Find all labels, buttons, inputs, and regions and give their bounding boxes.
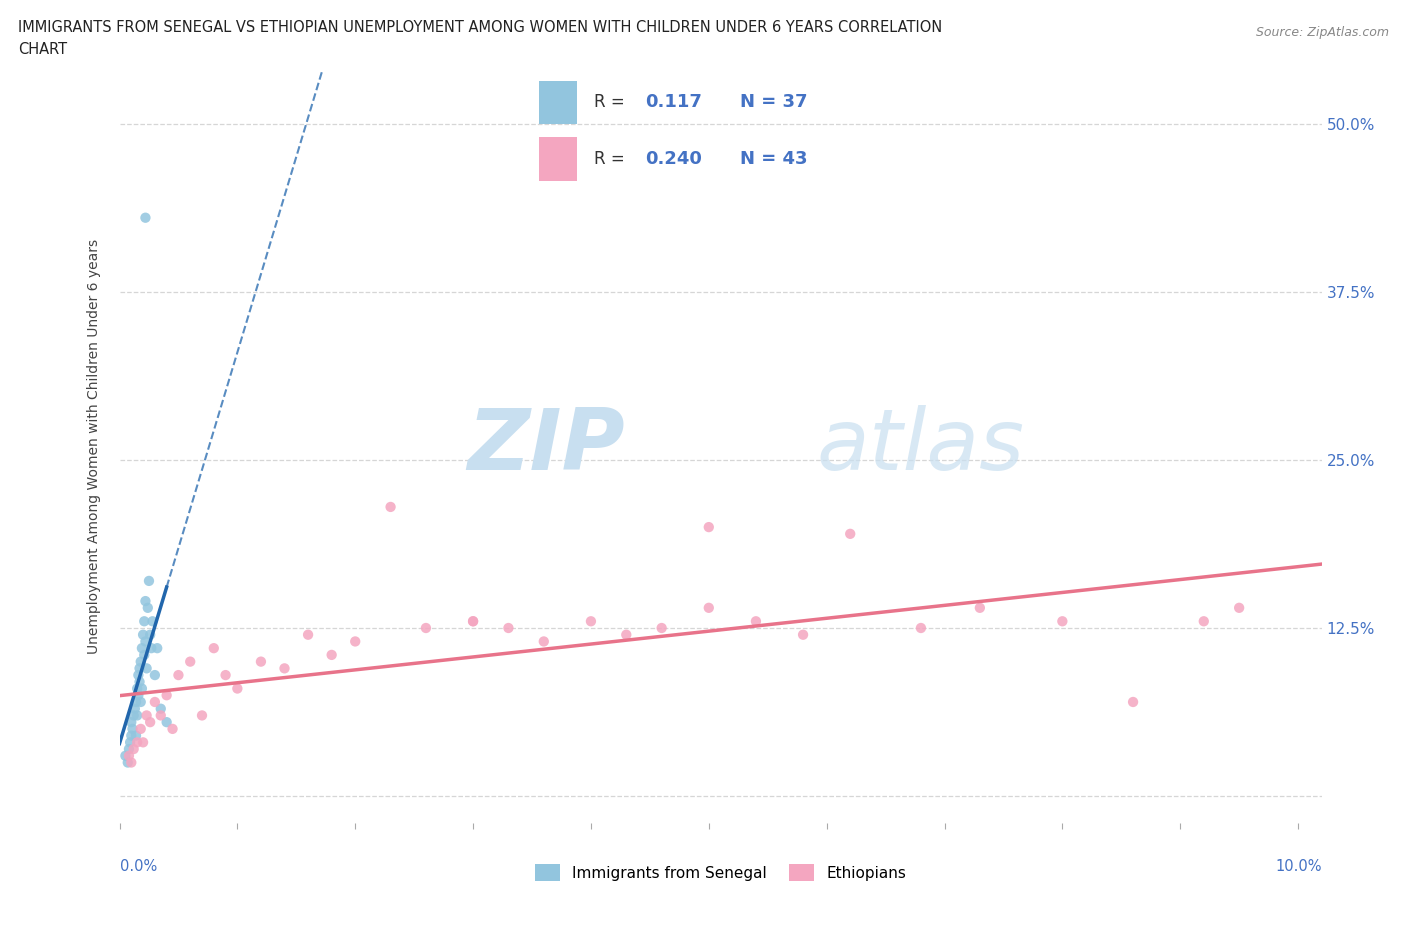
Point <box>143 668 166 683</box>
Text: Source: ZipAtlas.com: Source: ZipAtlas.com <box>1256 26 1389 39</box>
Point <box>380 499 402 514</box>
Point <box>969 601 991 616</box>
Point <box>120 715 142 730</box>
Point <box>120 728 142 743</box>
Point <box>321 647 343 662</box>
Point <box>1122 695 1144 710</box>
Point <box>122 741 145 756</box>
Point <box>143 695 166 710</box>
Point <box>136 601 159 616</box>
Point <box>128 674 150 689</box>
Point <box>344 634 367 649</box>
Point <box>132 628 155 643</box>
Point <box>533 634 555 649</box>
Point <box>114 749 136 764</box>
Point <box>134 614 156 629</box>
Point <box>127 668 149 683</box>
Text: N = 37: N = 37 <box>740 93 807 112</box>
Point <box>134 634 156 649</box>
Point <box>191 708 214 723</box>
Point <box>138 574 160 589</box>
Point <box>461 614 484 629</box>
Point <box>697 601 720 616</box>
Point <box>129 722 152 737</box>
Point <box>141 641 163 656</box>
Point <box>745 614 768 629</box>
Point <box>129 654 152 669</box>
Point <box>120 735 142 750</box>
Point <box>1052 614 1074 629</box>
Text: R =: R = <box>593 151 624 168</box>
Point <box>226 681 249 696</box>
Point <box>149 701 172 716</box>
Text: CHART: CHART <box>18 42 67 57</box>
Point <box>132 735 155 750</box>
Point <box>139 628 162 643</box>
Point <box>697 520 720 535</box>
Point <box>127 688 149 703</box>
Point <box>118 749 141 764</box>
Point <box>125 728 148 743</box>
Point <box>135 661 157 676</box>
Point <box>127 735 149 750</box>
Point <box>167 668 190 683</box>
Text: R =: R = <box>593 93 624 112</box>
Text: ZIP: ZIP <box>467 405 624 488</box>
Point <box>651 620 673 635</box>
Point <box>121 722 143 737</box>
Point <box>124 701 146 716</box>
Text: IMMIGRANTS FROM SENEGAL VS ETHIOPIAN UNEMPLOYMENT AMONG WOMEN WITH CHILDREN UNDE: IMMIGRANTS FROM SENEGAL VS ETHIOPIAN UNE… <box>18 20 942 35</box>
Point <box>162 722 184 737</box>
Point <box>579 614 602 629</box>
Point <box>141 614 163 629</box>
Point <box>118 741 141 756</box>
Point <box>614 628 637 643</box>
Point <box>273 661 295 676</box>
Point <box>156 715 179 730</box>
Point <box>122 708 145 723</box>
Point <box>250 654 273 669</box>
Text: 0.240: 0.240 <box>645 151 702 168</box>
Text: atlas: atlas <box>817 405 1025 488</box>
Point <box>134 647 156 662</box>
Point <box>156 688 179 703</box>
Point <box>139 715 162 730</box>
Point <box>214 668 236 683</box>
Point <box>134 210 156 225</box>
Legend: Immigrants from Senegal, Ethiopians: Immigrants from Senegal, Ethiopians <box>529 858 912 887</box>
Y-axis label: Unemployment Among Women with Children Under 6 years: Unemployment Among Women with Children U… <box>87 239 101 654</box>
Point <box>128 661 150 676</box>
Point <box>1192 614 1215 629</box>
Point <box>792 628 814 643</box>
Point <box>1227 601 1250 616</box>
Point <box>134 593 156 608</box>
Point <box>125 695 148 710</box>
Point <box>131 641 153 656</box>
Point <box>149 708 172 723</box>
Point <box>297 628 319 643</box>
Point <box>146 641 169 656</box>
Text: 0.117: 0.117 <box>645 93 702 112</box>
Point <box>202 641 225 656</box>
Point <box>120 755 142 770</box>
Point <box>127 708 149 723</box>
Point <box>910 620 932 635</box>
FancyBboxPatch shape <box>538 138 576 181</box>
Point <box>117 755 139 770</box>
FancyBboxPatch shape <box>538 81 576 125</box>
Point <box>461 614 484 629</box>
Point <box>179 654 201 669</box>
Point <box>839 526 862 541</box>
Point <box>127 681 149 696</box>
Text: 0.0%: 0.0% <box>120 859 156 874</box>
Text: 10.0%: 10.0% <box>1275 859 1322 874</box>
Point <box>135 708 157 723</box>
Point <box>415 620 437 635</box>
Text: N = 43: N = 43 <box>740 151 807 168</box>
Point <box>131 681 153 696</box>
Point <box>129 695 152 710</box>
Point <box>498 620 520 635</box>
